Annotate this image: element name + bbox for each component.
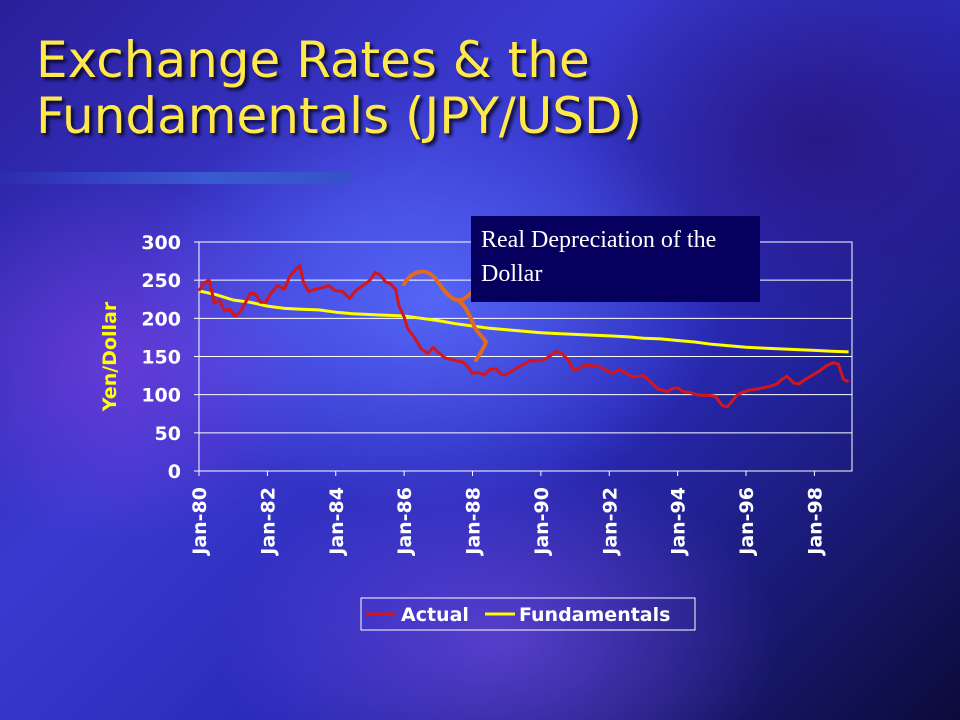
y-tick-label: 250 — [141, 270, 181, 292]
x-tick-label: Jan-82 — [257, 487, 279, 557]
x-tick-label: Jan-94 — [668, 487, 690, 557]
x-tick-label: Jan-84 — [326, 487, 348, 557]
series-line-actual — [197, 264, 850, 409]
y-axis-title: Yen/Dollar — [99, 301, 121, 412]
y-tick-label: 0 — [168, 461, 181, 483]
legend-label-fundamentals: Fundamentals — [519, 604, 670, 626]
x-tick-label: Jan-98 — [804, 487, 826, 557]
y-tick-label: 200 — [141, 308, 181, 330]
title-underline-bar — [0, 172, 350, 184]
x-tick-label: Jan-96 — [736, 487, 758, 557]
callout-real-depreciation: Real Depreciation of the Dollar — [471, 216, 760, 302]
y-tick-label: 150 — [141, 347, 181, 369]
x-tick-label: Jan-88 — [463, 487, 485, 557]
x-tick-label: Jan-92 — [599, 487, 621, 557]
depreciation-brace — [402, 269, 488, 362]
series-line-fundamentals — [198, 289, 849, 354]
legend-label-actual: Actual — [401, 604, 469, 626]
legend-box — [360, 597, 696, 631]
x-tick-label: Jan-80 — [189, 487, 211, 557]
y-tick-label: 50 — [155, 423, 181, 445]
x-tick-label: Jan-90 — [531, 487, 553, 557]
y-tick-label: 300 — [141, 232, 181, 254]
slide-title: Exchange Rates & the Fundamentals (JPY/U… — [36, 31, 643, 145]
x-tick-label: Jan-86 — [394, 487, 416, 557]
y-tick-label: 100 — [141, 385, 181, 407]
